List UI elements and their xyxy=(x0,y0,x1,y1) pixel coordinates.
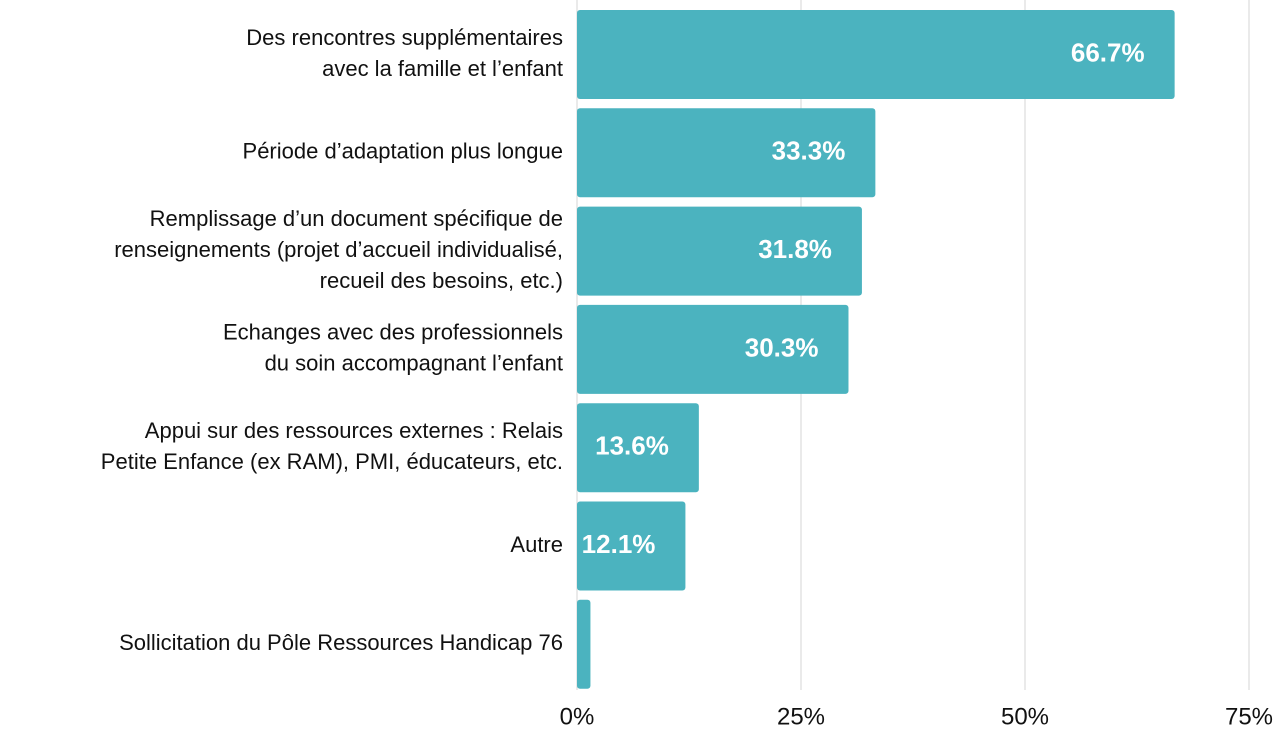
bar xyxy=(577,599,591,689)
category-label: Echanges avec des professionnels xyxy=(223,320,563,345)
category-label: Appui sur des ressources externes : Rela… xyxy=(145,418,563,443)
category-label: renseignements (projet d’accueil individ… xyxy=(114,237,563,262)
x-tick-label: 50% xyxy=(1001,703,1049,730)
x-tick-label: 75% xyxy=(1225,703,1273,730)
category-label: Des rencontres supplémentaires xyxy=(246,25,563,50)
value-label: 66.7% xyxy=(1071,37,1145,67)
category-label: Remplissage d’un document spécifique de xyxy=(150,206,563,231)
value-label: 12.1% xyxy=(582,529,656,559)
x-tick-label: 0% xyxy=(560,703,595,730)
value-label: 31.8% xyxy=(758,234,832,264)
bar xyxy=(577,304,849,394)
category-label: recueil des besoins, etc.) xyxy=(320,268,563,293)
value-label: 13.6% xyxy=(595,431,669,461)
bar xyxy=(577,10,1175,99)
category-label: Autre xyxy=(510,532,563,557)
bar xyxy=(577,206,862,296)
category-label: Période d’adaptation plus longue xyxy=(243,139,563,164)
category-label: avec la famille et l’enfant xyxy=(322,56,563,81)
bar xyxy=(577,108,876,198)
value-label: 33.3% xyxy=(772,136,846,166)
value-label: 30.3% xyxy=(745,332,819,362)
bar xyxy=(577,403,699,493)
x-tick-label: 25% xyxy=(777,703,825,730)
bar xyxy=(577,501,686,591)
category-label: Sollicitation du Pôle Ressources Handica… xyxy=(119,630,563,655)
category-label: du soin accompagnant l’enfant xyxy=(265,351,563,376)
category-label: Petite Enfance (ex RAM), PMI, éducateurs… xyxy=(101,449,563,474)
